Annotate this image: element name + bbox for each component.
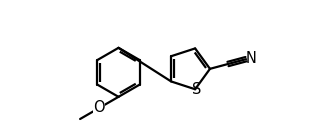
Text: O: O	[93, 100, 105, 115]
Text: N: N	[246, 51, 256, 66]
Text: S: S	[192, 82, 201, 97]
